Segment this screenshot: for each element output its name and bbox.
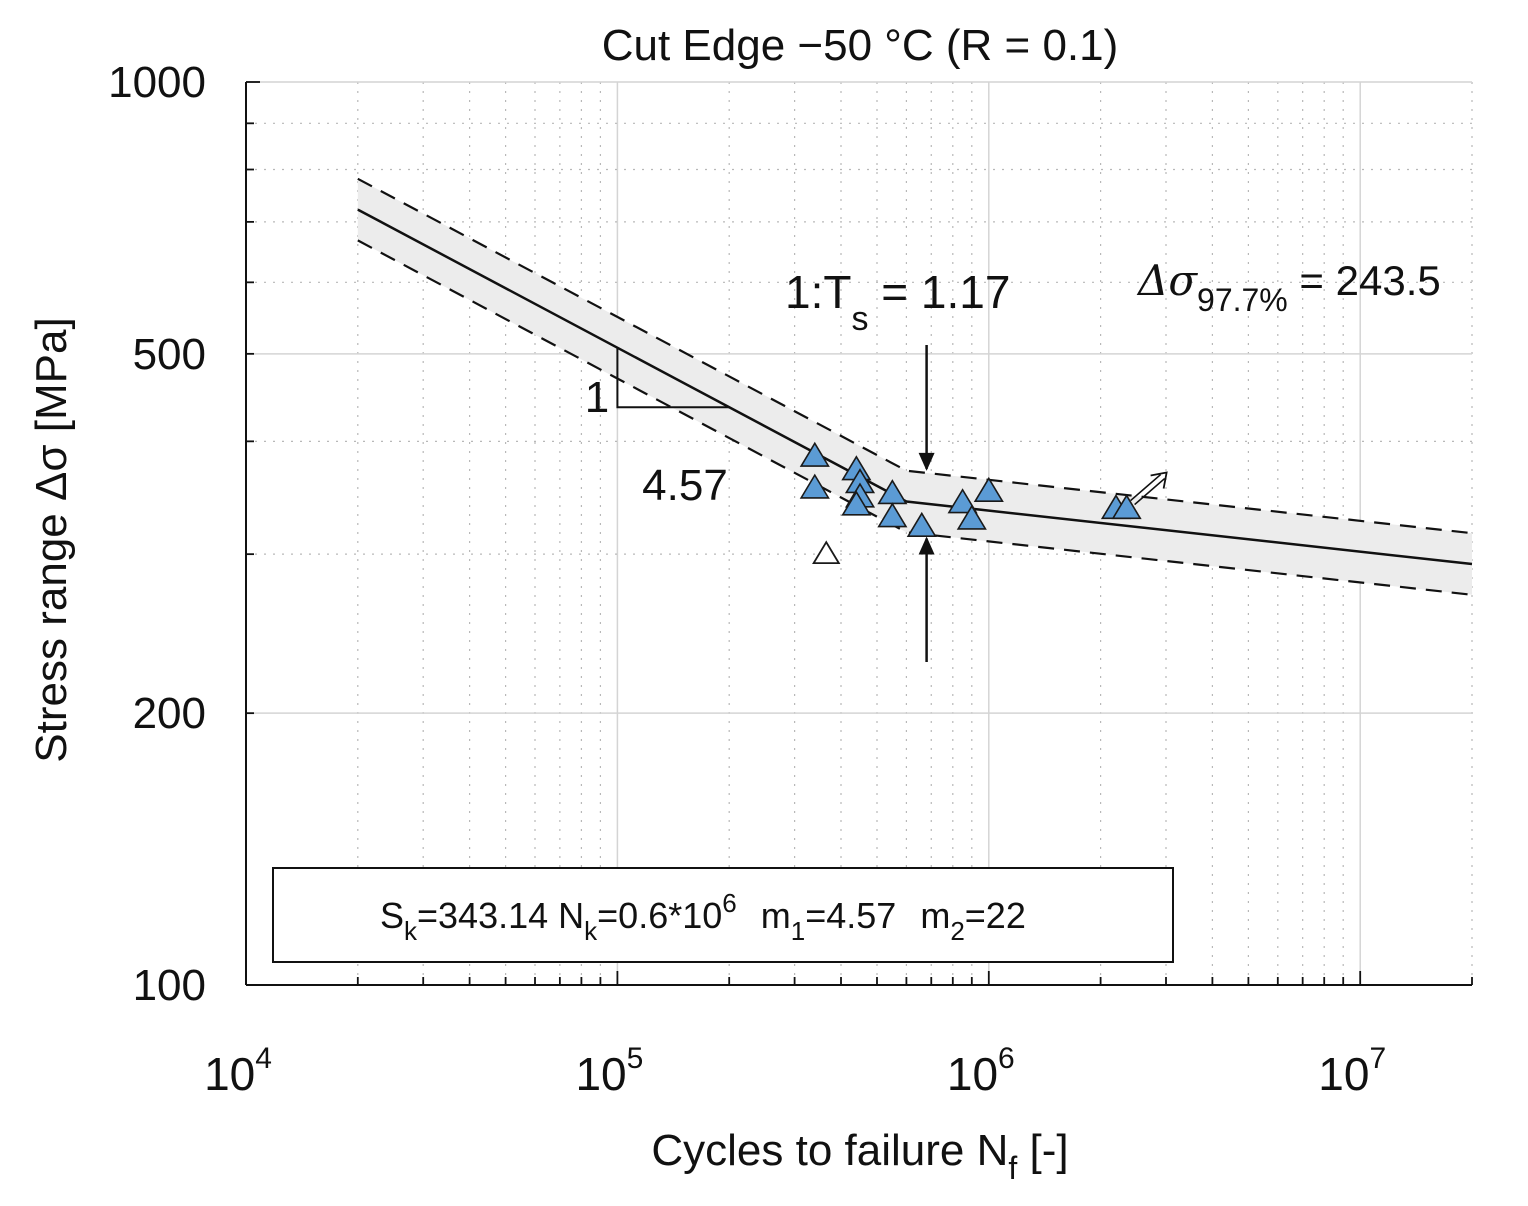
runout-arrow-shaft	[1134, 477, 1166, 506]
slope-triangle	[616, 347, 730, 409]
data-point-excluded	[812, 540, 841, 565]
data-point-failure	[1111, 493, 1142, 520]
x-tick-label: 105	[575, 1042, 643, 1100]
runout-arrow-shaft	[1130, 473, 1162, 502]
scatter-band-fill	[357, 178, 1472, 595]
upper-arrow-head	[918, 452, 935, 471]
data-point-failure	[906, 511, 937, 537]
slope-label-value: 4.57	[642, 461, 728, 510]
data-point-failure	[956, 504, 987, 530]
chart-title: Cut Edge −50 °C (R = 0.1)	[602, 21, 1119, 70]
data-point-failure	[973, 476, 1004, 503]
x-tick-label: 107	[1318, 1042, 1386, 1100]
parameter-text: Sk=343.14 Nk=0.6*106 m1=4.57 m2=22	[380, 888, 1026, 946]
y-tick-label: 1000	[108, 58, 206, 107]
mean-sn-curve	[357, 208, 1473, 566]
data-point-failure	[799, 473, 830, 499]
x-axis-label: Cycles to failure Nf [-]	[651, 1126, 1068, 1186]
parameter-box	[272, 867, 1174, 963]
data-point-failure	[841, 490, 872, 516]
ts-annotation: 1:Ts = 1.17	[785, 266, 1010, 338]
data-point-failure	[947, 488, 978, 514]
data-point-failure	[877, 502, 908, 528]
scatter-band	[357, 178, 1472, 595]
runout-arrow-head	[1150, 471, 1168, 489]
lower-band-curve	[357, 239, 1473, 596]
y-axis-label: Stress range Δσ [MPa]	[27, 317, 76, 762]
ts-arrows	[918, 345, 935, 662]
x-tick-label: 104	[204, 1042, 272, 1100]
delta-sigma-annotation: Δσ97.7% = 243.5	[1136, 256, 1441, 318]
x-tick-label: 106	[947, 1042, 1015, 1100]
data-point-failure	[799, 441, 830, 467]
slope-label-one: 1	[585, 373, 609, 422]
upper-band-curve	[357, 177, 1473, 535]
lower-arrow-head	[918, 536, 935, 555]
fit-lines	[357, 177, 1473, 596]
y-tick-label: 500	[133, 330, 206, 379]
axes: 104 105 106 107 1000 500 200 100	[108, 58, 1473, 1100]
y-tick-label: 200	[133, 689, 206, 738]
y-tick-label: 100	[133, 961, 206, 1010]
data-markers	[799, 441, 1168, 565]
slope-triangle-legs	[616, 347, 730, 409]
